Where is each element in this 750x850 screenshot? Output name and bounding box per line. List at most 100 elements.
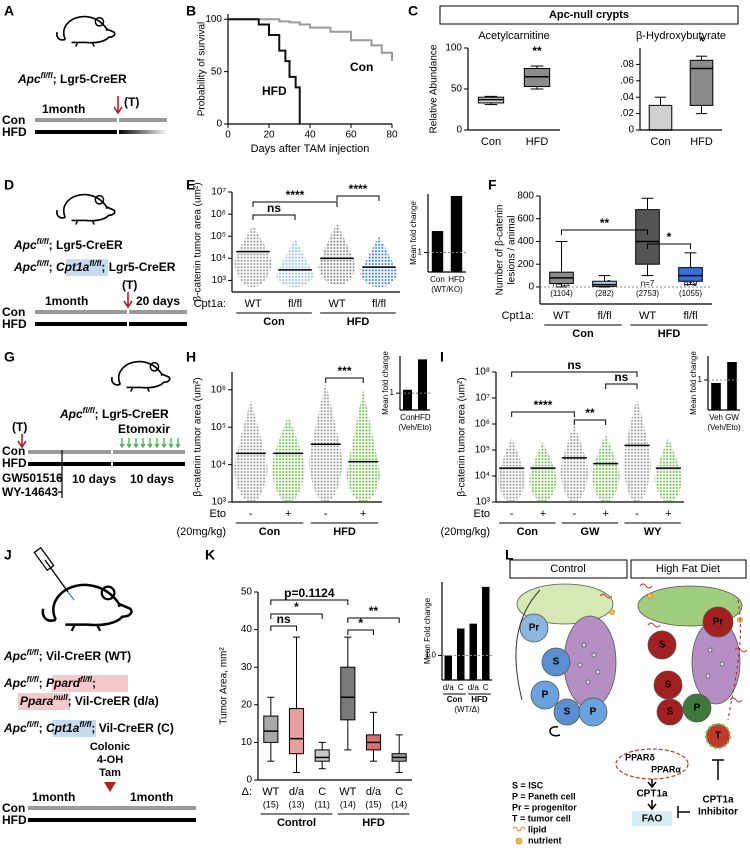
y-tick-label: 0 (628, 125, 634, 136)
panel-label: A (4, 3, 14, 19)
text-run: Cpt1a (56, 260, 90, 274)
y-axis-label: Number of β-catenin (495, 205, 506, 296)
x-tick-label: GW (725, 413, 739, 422)
timeline-hfd (28, 818, 196, 822)
y-tick-label: 1.0 (425, 651, 437, 660)
count-label: (2753) (636, 289, 659, 298)
text-run: ; Vil-CreER (d/a) (68, 694, 159, 708)
y-tick-label: 50 (241, 587, 253, 598)
n-label: n=7 (641, 279, 655, 288)
significance-label: * (358, 616, 363, 630)
x-tick-label: - (510, 508, 514, 520)
chart-title: Acetylcarnitine (478, 30, 550, 42)
y-axis-label: β-catenin tumor area (um²) (457, 377, 468, 496)
label: 20 days (136, 294, 180, 308)
timeline-con (35, 118, 167, 122)
x-tick-label: - (635, 508, 639, 520)
x-tick-label: fl/fl (597, 310, 611, 322)
cell-label: S (659, 640, 666, 651)
sublabel: (WT/Δ) (454, 705, 480, 714)
significance-bracket (270, 613, 323, 619)
fao-box (632, 811, 672, 826)
group-label: Control (277, 817, 316, 829)
y-tick-label: 10⁷ (475, 393, 490, 404)
significance-label: ns (614, 370, 628, 384)
inhibition-bar (677, 806, 690, 818)
survival-line (228, 18, 393, 62)
tam-arrow (123, 292, 133, 309)
y-tick-label: 10⁴ (211, 459, 226, 470)
legend-entry: Pr = progenitor (512, 802, 577, 812)
label: HFD (2, 456, 27, 470)
x-tick-label: 0 (225, 130, 231, 141)
label: Con (2, 305, 25, 319)
y-tick-label: 800 (517, 191, 534, 202)
dot-cloud (528, 442, 558, 502)
y-tick-label: 100 (445, 43, 462, 54)
header-box (439, 5, 739, 25)
label: Con (2, 113, 25, 127)
dot-cloud (497, 437, 526, 502)
bar (457, 628, 465, 680)
label: GW501516 (2, 471, 63, 485)
text-run: ; Vil-CreER (WT) (39, 649, 131, 663)
text-run: Ppara (20, 694, 54, 708)
nutrient-dots (609, 593, 743, 623)
y-axis-label: β-catenin tumor area (um²) (193, 182, 204, 301)
highlight (18, 693, 70, 710)
panel-label: E (186, 177, 195, 193)
x-tick-label: 40 (304, 130, 316, 141)
cell-label: S (665, 680, 672, 691)
mouse-icon (41, 583, 133, 633)
box (648, 104, 673, 131)
mouse-icon (56, 15, 116, 48)
cell-label: Pr (529, 623, 540, 634)
panel-label: C (408, 3, 418, 19)
text-run: Apc (3, 721, 27, 735)
group-label: HFD (347, 316, 370, 328)
count-label: (13) (288, 799, 304, 809)
y-tick-label: 1 (698, 375, 703, 384)
dot-cloud (318, 222, 356, 286)
group-label: Con (572, 328, 594, 340)
significance-label: **** (534, 398, 553, 412)
dot-cloud (560, 424, 589, 502)
text-run: ; (92, 676, 96, 690)
superscript: fl/fl (27, 720, 40, 729)
significance-bracket (511, 371, 638, 377)
label: Apc-null crypts (549, 9, 629, 21)
significance-label: p=0.1124 (284, 586, 335, 600)
y-tick-label: 0 (216, 119, 222, 130)
y-axis-label: Mean fold change (381, 351, 390, 415)
superscript: fl/fl (79, 720, 92, 729)
significance-label: ** (600, 216, 610, 230)
sublabel: (Veh/Eto) (398, 423, 432, 432)
timeline-hfd (28, 462, 185, 466)
significance-bracket (270, 625, 297, 631)
y-tick-label: 10⁴ (475, 471, 490, 482)
label: (T) (12, 420, 27, 434)
highlight (52, 675, 128, 692)
cell-label: S (564, 707, 571, 718)
group-label: WY (644, 526, 662, 538)
count-label: (11) (314, 799, 329, 809)
significance-bracket (573, 419, 607, 425)
dot-cloud (234, 225, 272, 288)
panel-label: L (505, 547, 514, 563)
y-tick-label: 30 (241, 662, 253, 673)
significance-label: *** (337, 364, 351, 378)
factor-label: Δ: (242, 786, 252, 798)
x-tick-label: fl/fl (683, 310, 697, 322)
superscript: fl/fl (37, 259, 50, 268)
genotype: Apcfl/fl; Lgr5-CreER (59, 406, 169, 422)
box (678, 267, 703, 282)
text-run: Apc (17, 72, 41, 86)
factor-label: Cpt1a: (502, 310, 534, 322)
dose-label: (20mg/kg) (440, 526, 490, 538)
text-run: Ppard (46, 676, 81, 690)
x-tick-label: HFD (448, 275, 465, 284)
label: Con (2, 444, 25, 458)
legend-entry: S = ISC (512, 780, 544, 790)
x-tick-label: 60 (345, 130, 357, 141)
superscript: fl/fl (41, 71, 54, 80)
